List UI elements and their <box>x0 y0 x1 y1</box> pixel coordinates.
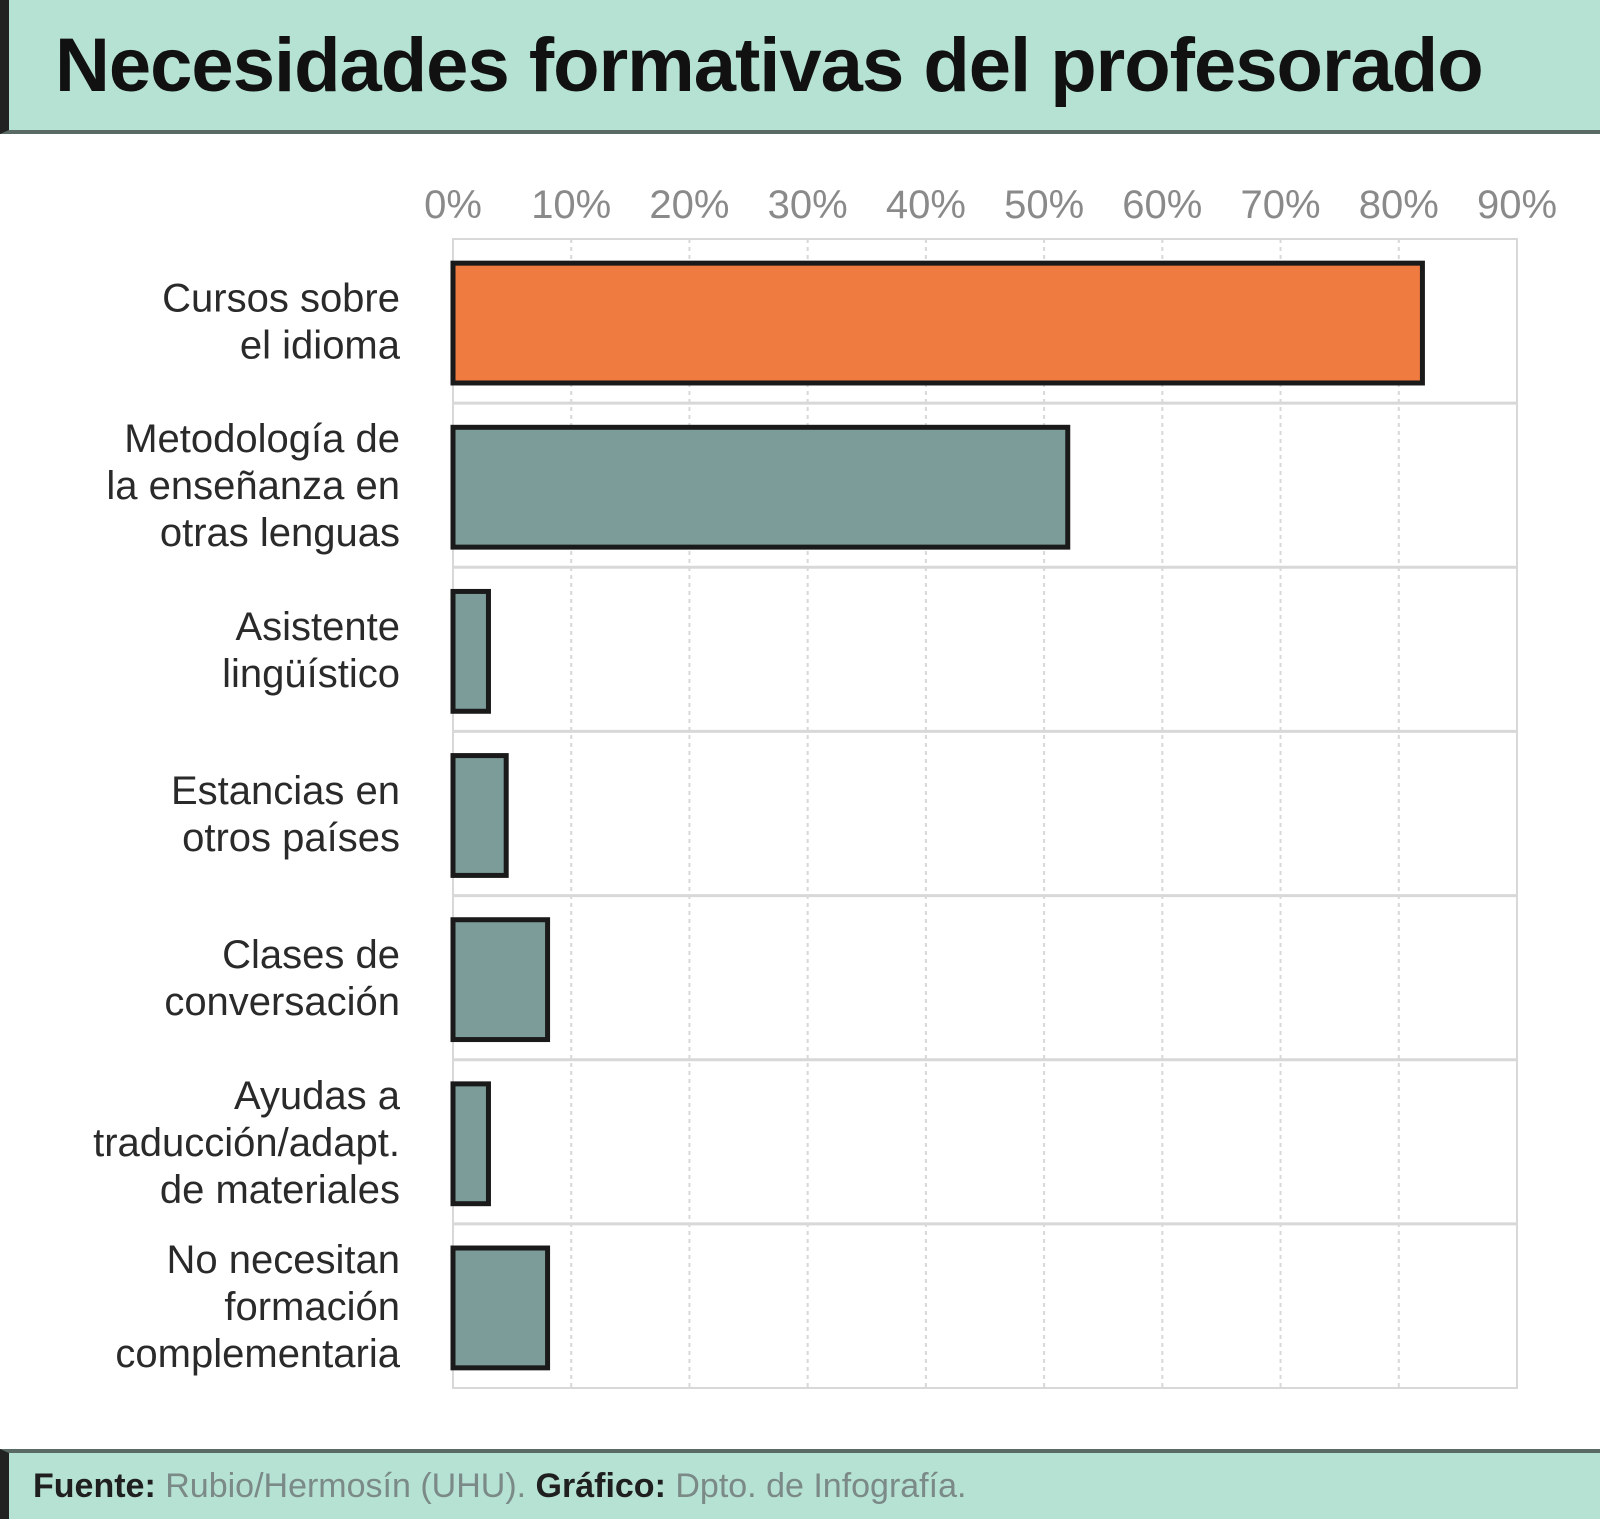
chart-grid <box>452 238 1518 1389</box>
x-tick-label: 70% <box>1241 183 1321 227</box>
category-label-line: Estancias en <box>171 769 400 813</box>
category-label-line: el idioma <box>240 324 401 368</box>
category-label-line: Asistente <box>235 605 400 649</box>
graphic-value: Dpto. de Infografía. <box>675 1467 967 1505</box>
bar <box>450 424 1071 550</box>
title-bar: Necesidades formativas del profesorado <box>0 0 1600 134</box>
bar <box>450 753 509 878</box>
bar-series <box>450 260 1425 1371</box>
x-tick-label: 90% <box>1477 183 1557 227</box>
category-label: Metodología de la enseñanza en otras lengu… <box>106 417 400 555</box>
footer: Fuente: Rubio/Hermosín (UHU). Gráfico: D… <box>0 1449 1600 1519</box>
bar <box>450 1081 491 1207</box>
bar <box>450 588 491 714</box>
category-label: Clases de conversación <box>164 933 400 1024</box>
category-label: Estancias en otros países <box>171 769 400 860</box>
category-label-line: Cursos sobre <box>162 277 400 321</box>
category-label-line: Ayudas a <box>234 1074 401 1118</box>
category-label-line: Clases de <box>222 933 400 977</box>
x-tick-label: 50% <box>1004 183 1084 227</box>
category-label-line: traducción/adapt. <box>93 1121 400 1165</box>
x-axis-ticks: 0% 10% 20% 30% 40% 50% 60% 70% 80% 90% <box>424 183 1557 227</box>
category-label: Asistente lingüístico <box>222 605 400 696</box>
footer-credits: Fuente: Rubio/Hermosín (UHU). Gráfico: D… <box>33 1461 966 1511</box>
category-label-line: otras lenguas <box>160 511 400 555</box>
graphic-label: Gráfico: <box>535 1467 666 1505</box>
x-tick-label: 40% <box>886 183 966 227</box>
source-label: Fuente: <box>33 1467 156 1505</box>
x-tick-label: 60% <box>1122 183 1202 227</box>
x-tick-label: 80% <box>1359 183 1439 227</box>
bar-chart: 0% 10% 20% 30% 40% 50% 60% 70% 80% 90% Cursos sob… <box>93 183 1557 1389</box>
category-label-line: de materiales <box>160 1168 400 1212</box>
x-tick-label: 30% <box>768 183 848 227</box>
category-label: Cursos sobre el idioma <box>162 277 401 368</box>
bar <box>450 917 551 1043</box>
category-label: Ayudas a traducción/adapt. de materiales <box>93 1074 401 1212</box>
chart-title: Necesidades formativas del profesorado <box>55 23 1484 108</box>
bar <box>450 260 1425 386</box>
category-label: No necesitan formación complementaria <box>115 1238 400 1376</box>
category-label-line: Metodología de <box>124 417 400 461</box>
source-value: Rubio/Hermosín (UHU). <box>165 1467 527 1505</box>
category-label-line: otros países <box>182 816 400 860</box>
x-tick-label: 0% <box>424 183 482 227</box>
category-label-line: No necesitan <box>167 1238 400 1282</box>
bar <box>450 1245 551 1371</box>
category-label-line: complementaria <box>115 1332 400 1376</box>
category-label-line: formación <box>224 1285 400 1329</box>
category-label-line: conversación <box>164 980 400 1024</box>
category-label-line: la enseñanza en <box>106 464 400 508</box>
x-tick-label: 20% <box>649 183 729 227</box>
x-tick-label: 10% <box>531 183 611 227</box>
category-label-line: lingüístico <box>222 652 400 696</box>
category-labels: Cursos sobre el idioma Metodología de la en… <box>93 277 401 1376</box>
plot-area <box>452 238 1518 1389</box>
